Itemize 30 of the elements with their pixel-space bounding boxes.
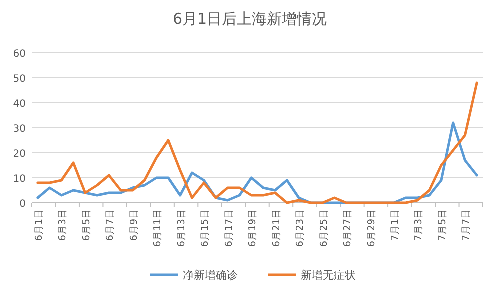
x-tick-label: 7月1日	[390, 209, 401, 242]
x-tick-label: 6月11日	[152, 209, 164, 248]
chart-title: 6月1日后上海新增情况	[172, 10, 328, 28]
legend-label: 新增无症状	[301, 269, 356, 282]
y-tick-label: 40	[13, 99, 26, 110]
legend-label: 净新增确诊	[183, 269, 238, 282]
y-tick-label: 10	[13, 174, 26, 185]
y-tick-label: 30	[13, 124, 26, 135]
x-tick-label: 6月21日	[271, 209, 282, 248]
x-tick-label: 7月7日	[461, 209, 472, 242]
x-tick-label: 7月5日	[437, 209, 448, 242]
x-tick-label: 6月7日	[105, 209, 116, 242]
x-tick-label: 6月1日	[34, 209, 45, 242]
x-tick-label: 6月15日	[200, 209, 212, 248]
x-tick-label: 6月27日	[342, 209, 354, 248]
x-tick-label: 6月13日	[176, 209, 188, 248]
x-tick-label: 6月19日	[248, 209, 259, 248]
x-tick-label: 6月25日	[318, 209, 330, 248]
y-tick-label: 50	[13, 74, 26, 85]
x-tick-label: 6月23日	[295, 209, 306, 248]
x-tick-label: 6月29日	[366, 209, 378, 248]
line-series	[36, 82, 478, 204]
y-tick-label: 20	[13, 149, 26, 160]
x-tick-label: 6月5日	[81, 209, 92, 242]
x-tick-label: 7月3日	[414, 209, 425, 242]
x-tick-label: 6月17日	[224, 209, 235, 248]
x-tick-label: 6月9日	[128, 209, 140, 242]
x-tick-label: 6月3日	[58, 209, 69, 242]
y-tick-label: 60	[13, 49, 26, 60]
y-tick-label: 0	[20, 199, 26, 210]
